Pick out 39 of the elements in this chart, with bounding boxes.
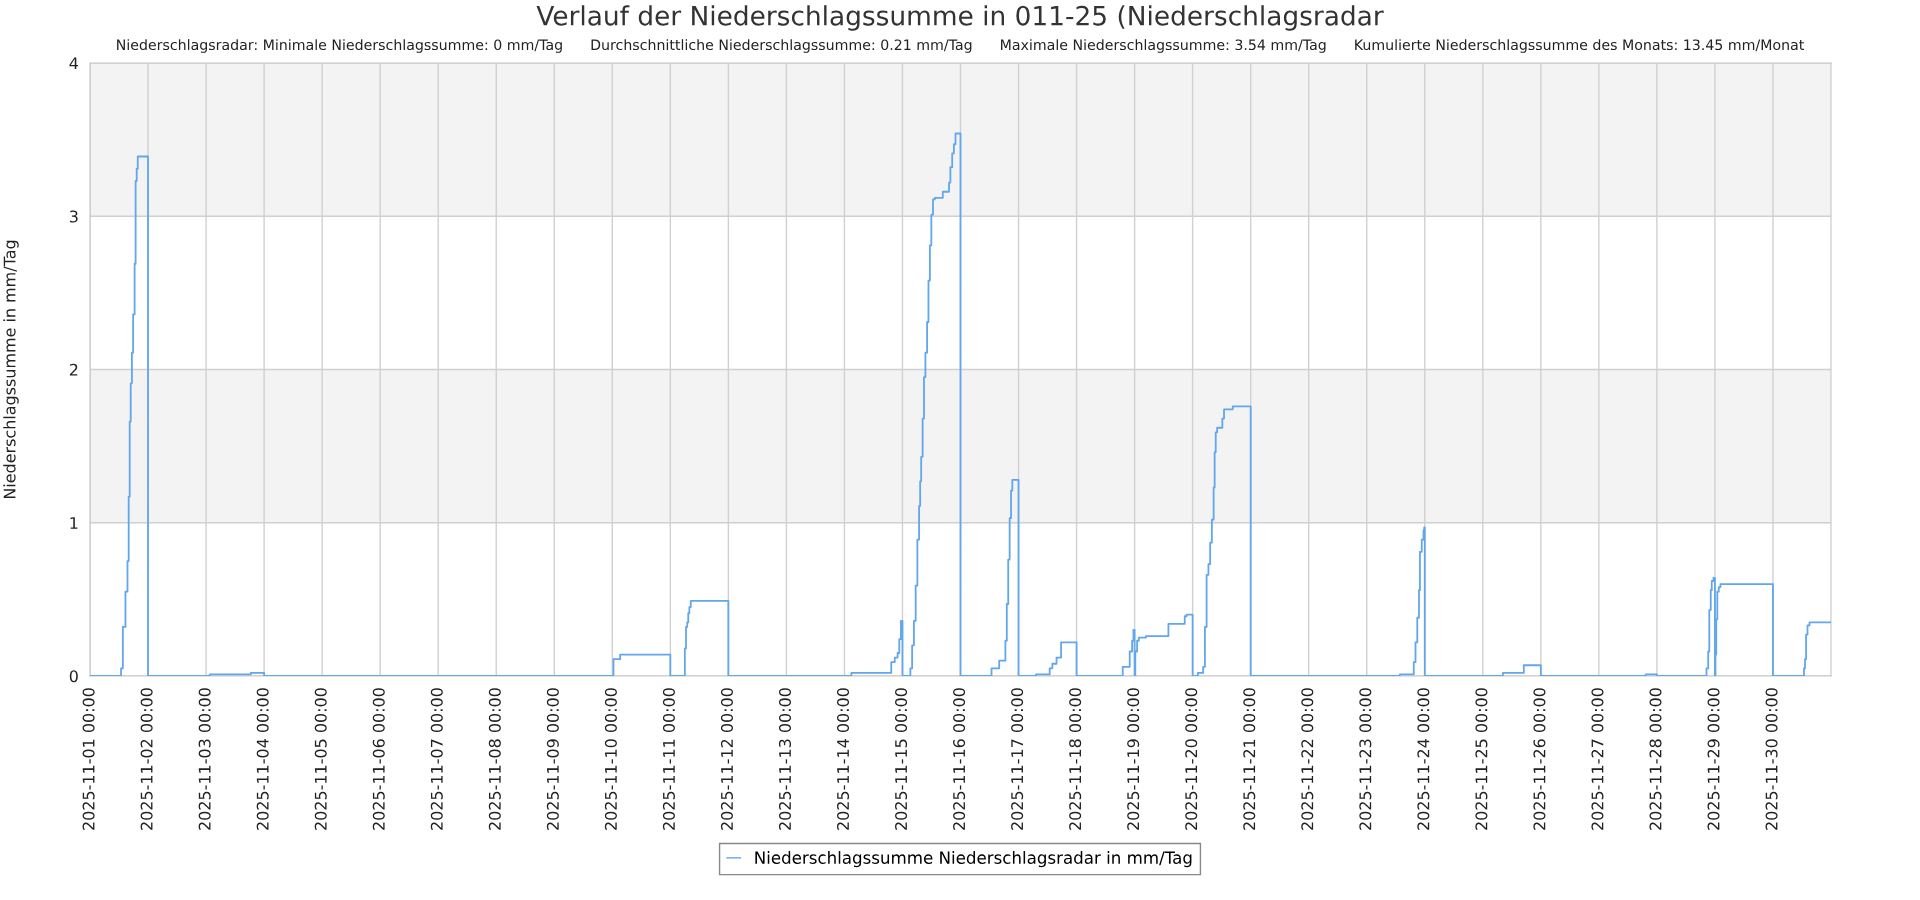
x-tick-label: 2025-11-22 00:00	[1301, 688, 1314, 830]
x-tick-label: 2025-11-26 00:00	[1533, 688, 1546, 830]
x-tick-label: 2025-11-18 00:00	[1069, 688, 1082, 830]
x-tick-label: 2025-11-16 00:00	[953, 688, 966, 830]
x-tick-label: 2025-11-02 00:00	[140, 688, 153, 830]
x-tick-label: 2025-11-11 00:00	[662, 688, 675, 830]
x-tick-label: 2025-11-06 00:00	[372, 688, 385, 830]
x-tick-label: 2025-11-05 00:00	[314, 688, 327, 830]
chart-subtitle: Niederschlagsradar: Minimale Niederschlagssumme: 0 mm/Tag Durchschnittliche Niederschlagssumme: 0.21 mm/Tag Maximale Niederschlagssumme: 3.54 mm/Tag Kumulierte Niederschlagssumme des Monats: 13.45 mm/Monat	[117, 39, 1804, 53]
x-tick-label: 2025-11-12 00:00	[720, 688, 733, 830]
x-tick-label: 2025-11-24 00:00	[1417, 688, 1430, 830]
x-tick-label: 2025-11-30 00:00	[1765, 688, 1778, 830]
x-tick-label: 2025-11-28 00:00	[1649, 688, 1662, 830]
x-tick-label: 2025-11-20 00:00	[1185, 688, 1198, 830]
y-tick-label: 1	[70, 517, 78, 529]
y-tick-label: 3	[69, 210, 78, 223]
x-tick-label: 2025-11-21 00:00	[1243, 688, 1256, 830]
x-tick-label: 2025-11-03 00:00	[198, 688, 211, 830]
x-tick-label: 2025-11-10 00:00	[604, 688, 617, 830]
y-tick-label: 4	[69, 57, 78, 70]
x-tick-label: 2025-11-09 00:00	[546, 688, 559, 830]
y-axis-title: Niederschlagssumme in mm/Tag	[3, 240, 19, 499]
x-tick-label: 2025-11-04 00:00	[256, 688, 269, 830]
y-tick-label: 2	[69, 363, 78, 376]
x-tick-label: 2025-11-27 00:00	[1591, 688, 1604, 830]
x-tick-label: 2025-11-13 00:00	[778, 688, 792, 830]
x-tick-label: 2025-11-25 00:00	[1475, 688, 1488, 830]
x-tick-label: 2025-11-17 00:00	[1011, 688, 1024, 830]
x-tick-label: 2025-11-19 00:00	[1127, 688, 1140, 830]
x-tick-label: 2025-11-01 00:00	[82, 688, 95, 830]
x-tick-label: 2025-11-07 00:00	[430, 688, 443, 830]
y-tick-label: 0	[69, 670, 78, 683]
x-tick-label: 2025-11-29 00:00	[1707, 688, 1720, 830]
legend-label: Niederschlagssumme Niederschlagsradar in mm/Tag	[755, 851, 1192, 868]
x-tick-label: 2025-11-23 00:00	[1359, 688, 1372, 830]
x-tick-label: 2025-11-08 00:00	[488, 688, 501, 830]
x-tick-label: 2025-11-14 00:00	[836, 688, 850, 830]
chart-title: Verlauf der Niederschlagssumme in 011-25 (Niederschlagsradar	[536, 5, 1384, 31]
x-tick-label: 2025-11-15 00:00	[895, 688, 908, 830]
